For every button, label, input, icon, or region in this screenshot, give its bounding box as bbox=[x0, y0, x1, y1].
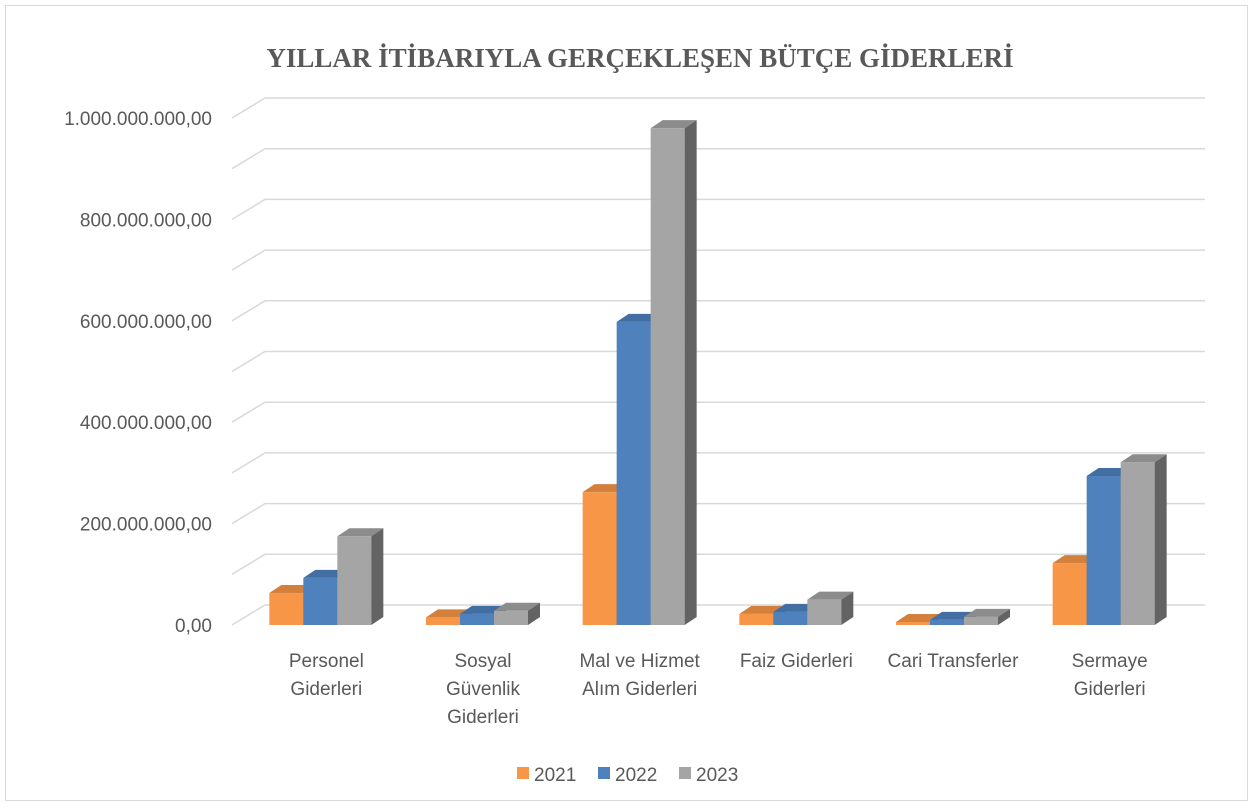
bar-side bbox=[684, 120, 697, 625]
bar-front bbox=[337, 536, 372, 625]
bar-front bbox=[426, 617, 460, 625]
y-tick-label: 400.000.000,00 bbox=[80, 413, 212, 434]
grid-line bbox=[231, 97, 1205, 119]
bar-front bbox=[494, 610, 528, 625]
bar-front bbox=[807, 599, 842, 625]
legend-swatch bbox=[598, 767, 610, 779]
bar-side bbox=[528, 602, 540, 625]
x-tick-label: Sosyal Güvenlik Giderleri bbox=[446, 651, 520, 728]
bar-front bbox=[896, 621, 930, 625]
bar-top bbox=[337, 528, 384, 537]
bar-top bbox=[1120, 454, 1167, 463]
bar-front bbox=[773, 611, 808, 625]
x-tick-label: Mal ve Hizmet Alım Giderleri bbox=[579, 651, 700, 700]
bar-top bbox=[494, 602, 540, 611]
legend-label: 2022 bbox=[615, 765, 657, 786]
bar-front bbox=[1052, 563, 1087, 625]
bar-front bbox=[930, 619, 964, 625]
grid-line bbox=[231, 452, 1205, 474]
grid-line bbox=[231, 198, 1205, 221]
bar-top bbox=[650, 120, 697, 129]
bar-side bbox=[1154, 454, 1167, 625]
bar-front bbox=[616, 321, 651, 625]
bar-side bbox=[998, 608, 1010, 625]
bar-top bbox=[807, 591, 854, 600]
grid-line bbox=[231, 249, 1205, 271]
legend-swatch bbox=[679, 767, 691, 779]
chart-title: YILLAR İTİBARIYLA GERÇEKLEŞEN BÜTÇE GİDE… bbox=[266, 43, 1013, 73]
bar-front bbox=[460, 613, 494, 625]
y-tick-label: 0,00 bbox=[175, 616, 212, 637]
x-tick-label: Sermaye Giderleri bbox=[1072, 651, 1148, 700]
bar-side bbox=[841, 591, 854, 625]
x-tick-label: Cari Transferler bbox=[888, 651, 1020, 672]
x-tick-label: Personel Giderleri bbox=[289, 651, 364, 700]
grid-line bbox=[231, 147, 1205, 170]
bar-front bbox=[964, 616, 998, 625]
bar-front bbox=[650, 128, 685, 625]
y-tick-label: 200.000.000,00 bbox=[80, 515, 212, 536]
bar-front bbox=[1086, 475, 1121, 625]
legend-label: 2021 bbox=[534, 765, 576, 786]
y-tick-label: 1.000.000.000,00 bbox=[64, 109, 212, 130]
grid-line bbox=[231, 300, 1205, 322]
bar-front bbox=[582, 492, 617, 625]
bar-front bbox=[269, 593, 304, 625]
y-tick-label: 600.000.000,00 bbox=[80, 312, 212, 333]
bar-front bbox=[739, 613, 774, 625]
legend-swatch bbox=[517, 767, 529, 779]
bar-top bbox=[964, 608, 1010, 617]
bar-front bbox=[1120, 462, 1155, 625]
grid-line bbox=[231, 350, 1205, 373]
x-tick-label: Faiz Giderleri bbox=[740, 651, 853, 672]
bar-front bbox=[303, 577, 338, 625]
legend-label: 2023 bbox=[696, 765, 738, 786]
bar-side bbox=[371, 528, 384, 625]
grid-line bbox=[231, 553, 1205, 575]
y-tick-label: 800.000.000,00 bbox=[80, 210, 212, 231]
grid-line bbox=[231, 401, 1205, 423]
grid-line bbox=[231, 502, 1205, 525]
grid-line bbox=[231, 604, 1205, 626]
